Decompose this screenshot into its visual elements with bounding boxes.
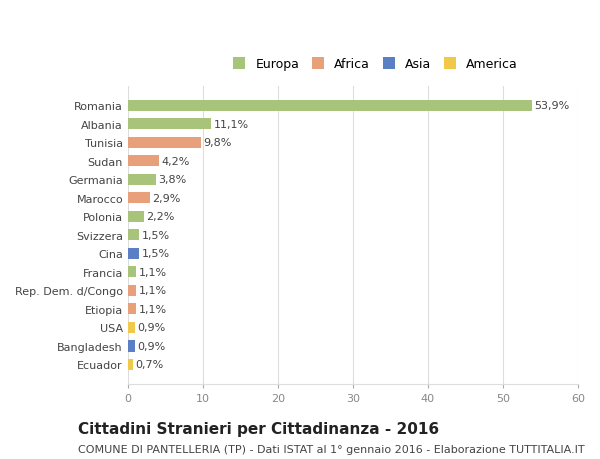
Legend: Europa, Africa, Asia, America: Europa, Africa, Asia, America: [229, 55, 522, 75]
Text: 1,1%: 1,1%: [139, 267, 166, 277]
Bar: [128, 119, 211, 130]
Bar: [128, 267, 136, 278]
Text: 9,8%: 9,8%: [203, 138, 232, 148]
Text: 2,2%: 2,2%: [146, 212, 175, 222]
Bar: [128, 193, 149, 204]
Bar: [128, 248, 139, 259]
Text: 2,9%: 2,9%: [152, 193, 180, 203]
Bar: [128, 285, 136, 296]
Bar: [128, 174, 157, 185]
Text: 1,1%: 1,1%: [139, 286, 166, 296]
Bar: [128, 322, 134, 333]
Bar: [128, 101, 532, 112]
Bar: [128, 211, 145, 222]
Text: 0,9%: 0,9%: [137, 341, 165, 351]
Text: 1,5%: 1,5%: [142, 249, 169, 259]
Text: COMUNE DI PANTELLERIA (TP) - Dati ISTAT al 1° gennaio 2016 - Elaborazione TUTTIT: COMUNE DI PANTELLERIA (TP) - Dati ISTAT …: [78, 444, 584, 454]
Text: 1,5%: 1,5%: [142, 230, 169, 240]
Bar: [128, 230, 139, 241]
Bar: [128, 137, 202, 148]
Text: 0,9%: 0,9%: [137, 323, 165, 333]
Text: Cittadini Stranieri per Cittadinanza - 2016: Cittadini Stranieri per Cittadinanza - 2…: [78, 421, 439, 436]
Text: 0,7%: 0,7%: [136, 360, 164, 369]
Bar: [128, 341, 134, 352]
Text: 3,8%: 3,8%: [158, 175, 187, 185]
Text: 1,1%: 1,1%: [139, 304, 166, 314]
Text: 11,1%: 11,1%: [214, 119, 248, 129]
Text: 4,2%: 4,2%: [161, 157, 190, 166]
Bar: [128, 156, 160, 167]
Bar: [128, 304, 136, 315]
Text: 53,9%: 53,9%: [535, 101, 570, 111]
Bar: [128, 359, 133, 370]
